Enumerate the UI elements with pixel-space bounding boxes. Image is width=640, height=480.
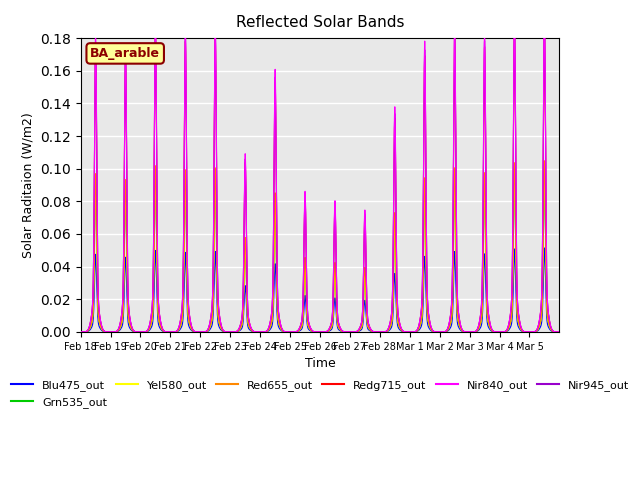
Blu475_out <box>337 328 345 334</box>
Nir945_out <box>541 16 548 22</box>
Redg715_out <box>337 327 345 333</box>
Grn535_out <box>487 326 495 332</box>
Legend: Blu475_out, Grn535_out, Yel580_out, Red655_out, Redg715_out, Nir840_out, Nir945_: Blu475_out, Grn535_out, Yel580_out, Red6… <box>6 376 634 412</box>
Yel580_out <box>451 175 459 180</box>
Redg715_out <box>451 36 459 41</box>
Title: Reflected Solar Bands: Reflected Solar Bands <box>236 15 404 30</box>
Redg715_out <box>176 321 184 326</box>
Grn535_out <box>474 327 482 333</box>
Red655_out <box>487 326 495 332</box>
Grn535_out <box>337 328 345 334</box>
Redg715_out <box>474 324 482 330</box>
Yel580_out <box>556 329 563 335</box>
Nir840_out <box>541 6 548 12</box>
Nir840_out <box>77 329 84 335</box>
Nir945_out <box>77 329 84 335</box>
Yel580_out <box>337 328 345 334</box>
Line: Blu475_out: Blu475_out <box>81 248 559 332</box>
Grn535_out <box>77 329 84 335</box>
Redg715_out <box>541 23 548 28</box>
Blu475_out <box>77 329 84 335</box>
Nir840_out <box>363 297 371 302</box>
Yel580_out <box>77 329 84 335</box>
Nir840_out <box>337 326 345 332</box>
Line: Red655_out: Red655_out <box>81 161 559 332</box>
Red655_out <box>474 326 482 332</box>
Line: Grn535_out: Grn535_out <box>81 180 559 332</box>
Red655_out <box>176 324 184 330</box>
Nir945_out <box>556 329 563 335</box>
Yel580_out <box>474 326 482 332</box>
Text: BA_arable: BA_arable <box>90 47 160 60</box>
Yel580_out <box>541 168 548 173</box>
Nir945_out <box>487 323 495 329</box>
Grn535_out <box>451 184 459 190</box>
Nir840_out <box>176 320 184 326</box>
Y-axis label: Solar Raditaion (W/m2): Solar Raditaion (W/m2) <box>22 112 35 258</box>
Redg715_out <box>556 329 563 335</box>
Nir840_out <box>474 324 482 330</box>
Red655_out <box>363 312 371 318</box>
Nir840_out <box>487 323 495 328</box>
Line: Yel580_out: Yel580_out <box>81 170 559 332</box>
Yel580_out <box>487 326 495 332</box>
Nir840_out <box>556 329 563 335</box>
Nir945_out <box>451 29 459 35</box>
Red655_out <box>451 165 459 171</box>
Redg715_out <box>77 329 84 335</box>
Grn535_out <box>541 177 548 183</box>
Red655_out <box>541 158 548 164</box>
Line: Nir840_out: Nir840_out <box>81 9 559 332</box>
Red655_out <box>556 329 563 335</box>
Red655_out <box>77 329 84 335</box>
Nir945_out <box>337 327 345 333</box>
Line: Redg715_out: Redg715_out <box>81 25 559 332</box>
Nir840_out <box>451 20 459 26</box>
Nir945_out <box>363 298 371 303</box>
Nir945_out <box>474 324 482 330</box>
Blu475_out <box>487 327 495 333</box>
Grn535_out <box>556 329 563 335</box>
Grn535_out <box>363 314 371 320</box>
X-axis label: Time: Time <box>305 357 335 370</box>
Blu475_out <box>176 327 184 333</box>
Blu475_out <box>541 245 548 251</box>
Blu475_out <box>451 249 459 254</box>
Line: Nir945_out: Nir945_out <box>81 19 559 332</box>
Redg715_out <box>487 323 495 329</box>
Blu475_out <box>474 328 482 334</box>
Red655_out <box>337 328 345 334</box>
Yel580_out <box>176 324 184 330</box>
Grn535_out <box>176 325 184 331</box>
Nir945_out <box>176 321 184 326</box>
Redg715_out <box>363 298 371 304</box>
Yel580_out <box>363 313 371 319</box>
Blu475_out <box>556 329 563 335</box>
Blu475_out <box>363 321 371 326</box>
